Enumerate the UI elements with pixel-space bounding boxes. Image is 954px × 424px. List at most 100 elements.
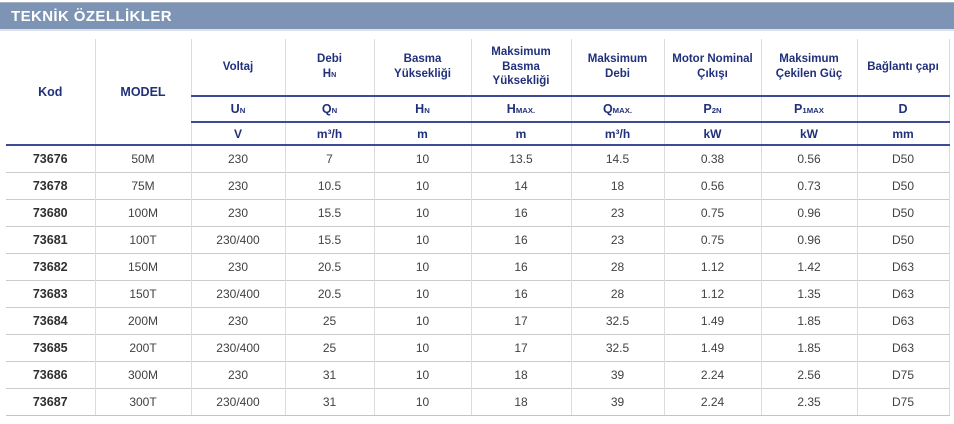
- header-label: Debi: [317, 53, 342, 66]
- cell-maksimum-debi: 32.5: [571, 334, 665, 362]
- cell-voltaj: 230/400: [191, 334, 286, 362]
- table-body: 73676 50M 230 7 10 13.5 14.5 0.38 0.56 D50 73678 75…: [6, 144, 950, 416]
- cell-model: 300T: [95, 388, 192, 416]
- cell-motor-nominal-cikisi: 0.56: [664, 172, 762, 200]
- cell-baglanti-capi: D75: [857, 388, 950, 416]
- cell-maksimum-basma-yuksekligi: 16: [471, 253, 572, 281]
- unit-maksimum-basma-yuksekligi: m: [471, 122, 572, 146]
- cell-baglanti-capi: D50: [857, 226, 950, 254]
- cell-motor-nominal-cikisi: 1.12: [664, 280, 762, 308]
- cell-voltaj: 230: [191, 307, 286, 335]
- symbol-un: UN: [191, 96, 286, 123]
- unit-motor-nominal-cikisi: kW: [664, 122, 762, 146]
- cell-motor-nominal-cikisi: 1.49: [664, 334, 762, 362]
- cell-kod: 73682: [6, 253, 96, 281]
- cell-maksimum-cekilen-guc: 0.96: [761, 226, 858, 254]
- table-row: 73682 150M 230 20.5 10 16 28 1.12 1.42 D63: [6, 253, 950, 281]
- cell-maksimum-basma-yuksekligi: 18: [471, 388, 572, 416]
- unit-basma-yuksekligi: m: [374, 122, 472, 146]
- cell-motor-nominal-cikisi: 0.75: [664, 226, 762, 254]
- cell-model: 200M: [95, 307, 192, 335]
- header-label: Maksimum Basma Yüksekliği: [491, 45, 551, 88]
- cell-maksimum-cekilen-guc: 1.85: [761, 334, 858, 362]
- col-header-baglanti-capi: Bağlantı çapı: [857, 39, 950, 97]
- unit-header-row: V m³/h m m m³/h kW kW mm: [6, 122, 950, 146]
- cell-kod: 73681: [6, 226, 96, 254]
- unit-voltaj: V: [191, 122, 286, 146]
- header-label: Bağlantı çapı: [867, 60, 939, 73]
- symbol-p2n: P2N: [664, 96, 762, 123]
- cell-maksimum-debi: 14.5: [571, 144, 665, 173]
- col-header-motor-nominal-cikisi: Motor Nominal Çıkışı: [664, 39, 762, 97]
- cell-debi: 20.5: [285, 253, 375, 281]
- cell-motor-nominal-cikisi: 1.49: [664, 307, 762, 335]
- symbol-p1max: P1MAX: [761, 96, 858, 123]
- cell-model: 50M: [95, 144, 192, 173]
- cell-baglanti-capi: D50: [857, 199, 950, 227]
- table-header: Kod MODEL Voltaj Debi HN Basma Yüksekliğ…: [6, 39, 950, 146]
- cell-baglanti-capi: D63: [857, 307, 950, 335]
- header-label: Voltaj: [222, 60, 254, 73]
- cell-baglanti-capi: D63: [857, 334, 950, 362]
- cell-basma-yuksekligi: 10: [374, 199, 472, 227]
- cell-maksimum-debi: 18: [571, 172, 665, 200]
- cell-basma-yuksekligi: 10: [374, 144, 472, 173]
- cell-voltaj: 230/400: [191, 388, 286, 416]
- spec-table: Kod MODEL Voltaj Debi HN Basma Yüksekliğ…: [6, 39, 950, 416]
- cell-maksimum-basma-yuksekligi: 18: [471, 361, 572, 389]
- cell-maksimum-debi: 32.5: [571, 307, 665, 335]
- cell-model: 200T: [95, 334, 192, 362]
- col-header-voltaj: Voltaj: [191, 39, 286, 97]
- table-row: 73685 200T 230/400 25 10 17 32.5 1.49 1.85 D63: [6, 334, 950, 362]
- section-title: TEKNİK ÖZELLİKLER: [11, 7, 172, 25]
- table-row: 73676 50M 230 7 10 13.5 14.5 0.38 0.56 D50: [6, 144, 950, 173]
- cell-debi: 7: [285, 144, 375, 173]
- symbol-header-row: UN QN HN HMAX. QMAX. P2N P1MAX D: [6, 96, 950, 123]
- table-row: 73687 300T 230/400 31 10 18 39 2.24 2.35 D75: [6, 388, 950, 416]
- cell-kod: 73676: [6, 144, 96, 173]
- cell-debi: 20.5: [285, 280, 375, 308]
- cell-voltaj: 230: [191, 253, 286, 281]
- header-label: Basma Yüksekliği: [394, 53, 451, 80]
- cell-maksimum-basma-yuksekligi: 17: [471, 307, 572, 335]
- col-header-debi: Debi HN: [285, 39, 375, 97]
- cell-maksimum-basma-yuksekligi: 16: [471, 199, 572, 227]
- cell-kod: 73686: [6, 361, 96, 389]
- table-row: 73678 75M 230 10.5 10 14 18 0.56 0.73 D50: [6, 172, 950, 200]
- cell-motor-nominal-cikisi: 1.12: [664, 253, 762, 281]
- cell-model: 100M: [95, 199, 192, 227]
- cell-maksimum-debi: 28: [571, 253, 665, 281]
- table-row: 73683 150T 230/400 20.5 10 16 28 1.12 1.35 D63: [6, 280, 950, 308]
- cell-maksimum-debi: 39: [571, 388, 665, 416]
- cell-baglanti-capi: D75: [857, 361, 950, 389]
- cell-motor-nominal-cikisi: 0.38: [664, 144, 762, 173]
- cell-maksimum-cekilen-guc: 1.42: [761, 253, 858, 281]
- cell-motor-nominal-cikisi: 0.75: [664, 199, 762, 227]
- cell-kod: 73685: [6, 334, 96, 362]
- table-row: 73681 100T 230/400 15.5 10 16 23 0.75 0.96 D50: [6, 226, 950, 254]
- cell-model: 300M: [95, 361, 192, 389]
- col-header-maksimum-basma-yuksekligi: Maksimum Basma Yüksekliği: [471, 39, 572, 97]
- unit-maksimum-cekilen-guc: kW: [761, 122, 858, 146]
- cell-kod: 73678: [6, 172, 96, 200]
- cell-voltaj: 230/400: [191, 226, 286, 254]
- cell-maksimum-cekilen-guc: 0.56: [761, 144, 858, 173]
- cell-maksimum-cekilen-guc: 2.56: [761, 361, 858, 389]
- cell-basma-yuksekligi: 10: [374, 253, 472, 281]
- unit-baglanti-capi: mm: [857, 122, 950, 146]
- cell-baglanti-capi: D50: [857, 172, 950, 200]
- cell-debi: 31: [285, 388, 375, 416]
- cell-maksimum-cekilen-guc: 0.96: [761, 199, 858, 227]
- cell-model: 75M: [95, 172, 192, 200]
- unit-debi: m³/h: [285, 122, 375, 146]
- cell-maksimum-basma-yuksekligi: 14: [471, 172, 572, 200]
- cell-baglanti-capi: D50: [857, 144, 950, 173]
- symbol-d: D: [857, 96, 950, 123]
- cell-debi: 10.5: [285, 172, 375, 200]
- cell-debi: 15.5: [285, 199, 375, 227]
- col-header-basma-yuksekligi: Basma Yüksekliği: [374, 39, 472, 97]
- table-row: 73686 300M 230 31 10 18 39 2.24 2.56 D75: [6, 361, 950, 389]
- cell-maksimum-basma-yuksekligi: 16: [471, 280, 572, 308]
- section-title-bar: TEKNİK ÖZELLİKLER: [0, 2, 954, 31]
- header-symbol: HN: [322, 68, 337, 80]
